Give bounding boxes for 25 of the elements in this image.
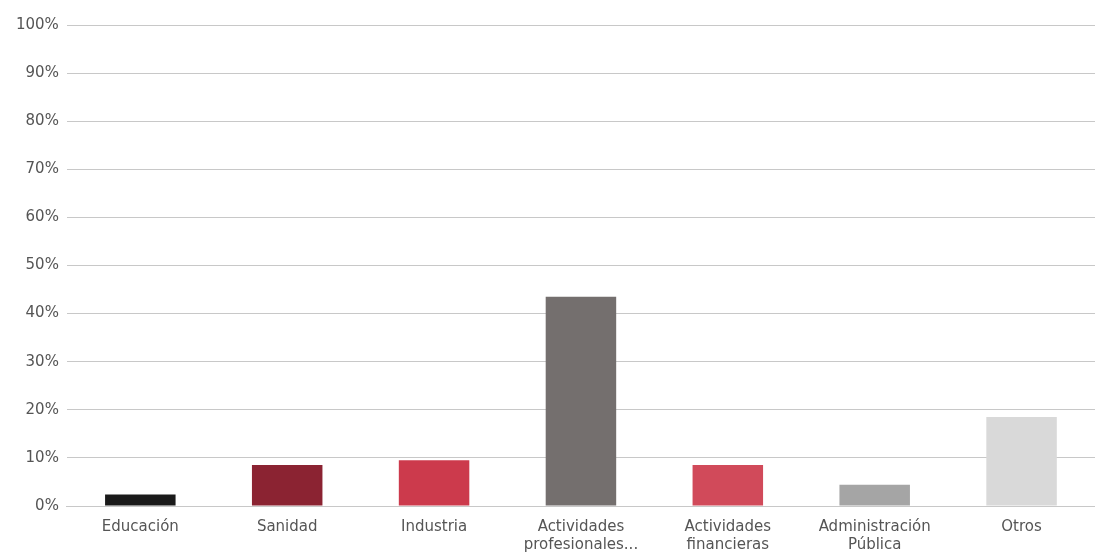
bar: [251, 465, 323, 506]
bar: [398, 460, 470, 506]
y-tick-label: 20%: [25, 399, 59, 418]
bar: [545, 296, 617, 506]
y-tick-label: 50%: [25, 255, 59, 274]
x-tick-label: Educación: [101, 516, 179, 535]
x-tick-label: Industria: [400, 516, 468, 535]
y-tick-label: 100%: [15, 14, 59, 33]
y-tick-label: 10%: [25, 447, 59, 466]
y-tick-label: 40%: [25, 303, 59, 322]
x-tick-label: Actividades profesionales...: [523, 516, 639, 553]
bar: [839, 484, 910, 506]
y-tick-label: 90%: [25, 62, 59, 81]
x-tick-label: Otros: [1001, 516, 1042, 535]
bar: [105, 494, 176, 506]
x-tick-label: Administración Pública: [818, 516, 931, 553]
y-tick-label: 60%: [25, 207, 59, 226]
y-tick-label: 0%: [35, 495, 59, 514]
y-tick-label: 30%: [25, 351, 59, 370]
x-tick-label: Actividades financieras: [684, 516, 772, 553]
bar: [986, 417, 1057, 506]
y-tick-label: 70%: [25, 159, 59, 178]
y-tick-label: 80%: [25, 111, 59, 130]
bar: [692, 465, 764, 506]
x-tick-label: Sanidad: [256, 516, 318, 535]
